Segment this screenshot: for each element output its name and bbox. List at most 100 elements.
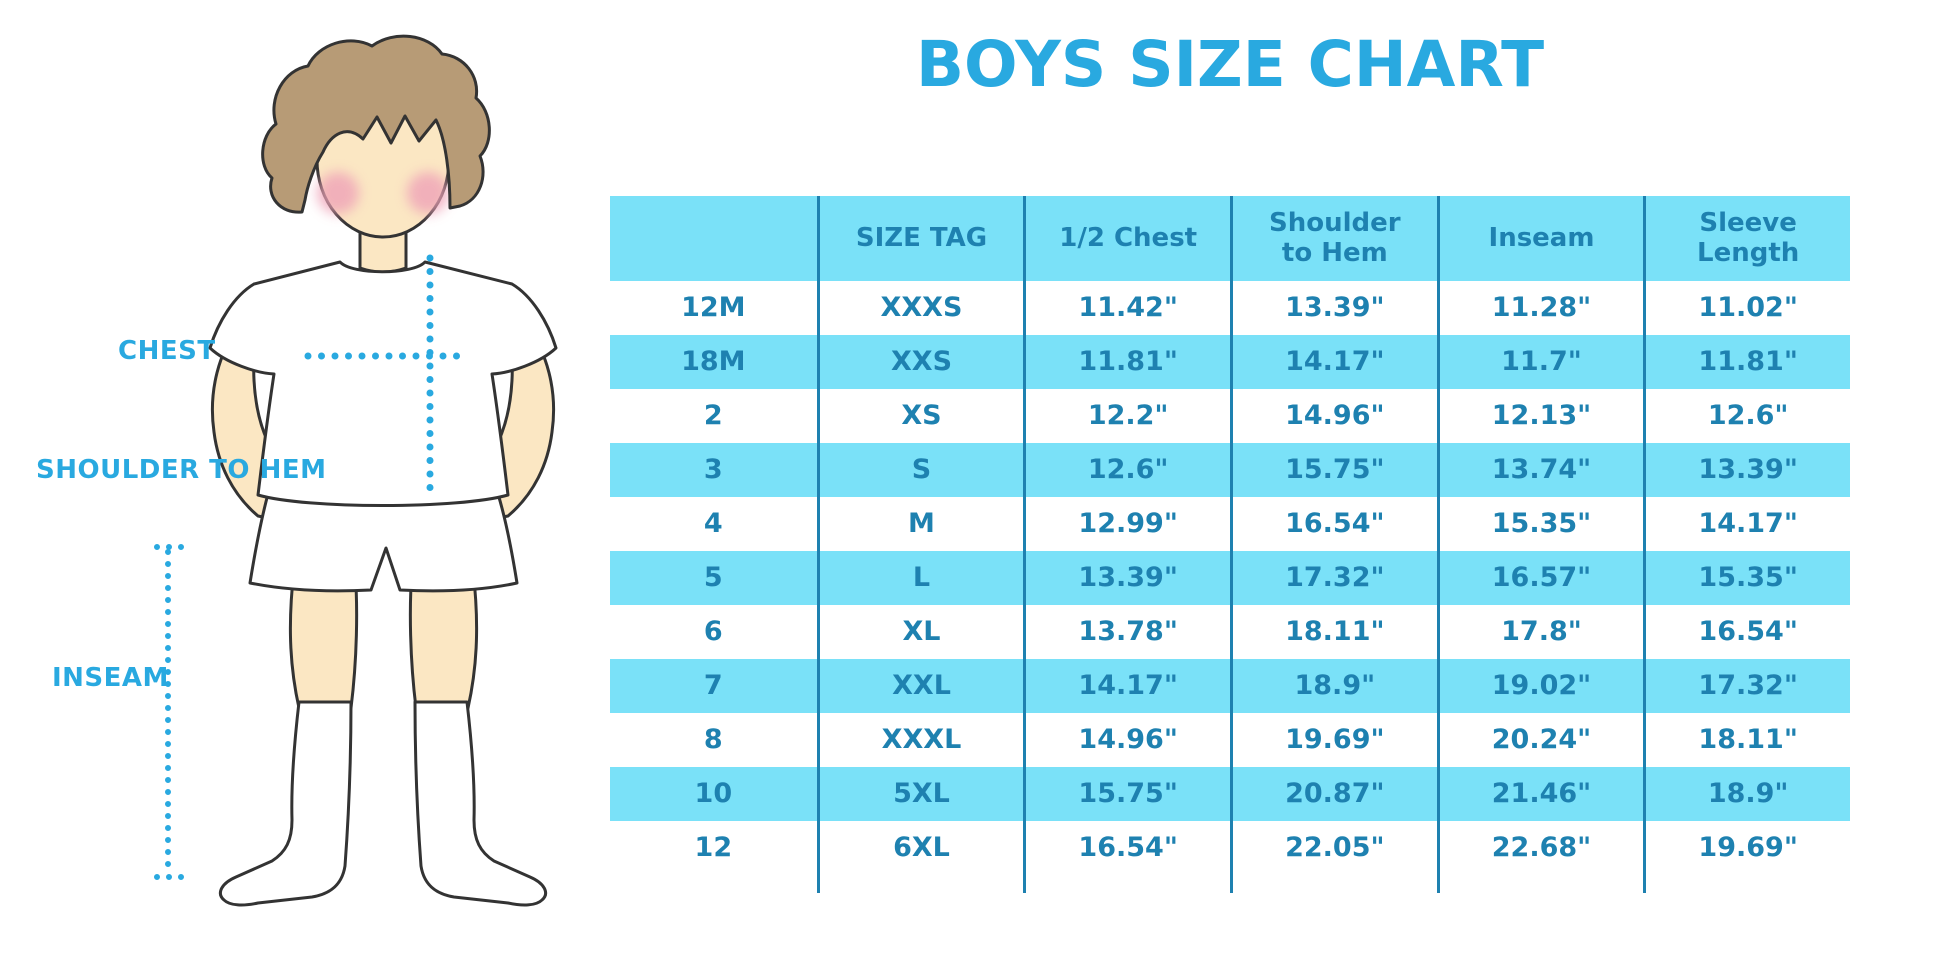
table-cell: 17.32" xyxy=(1230,551,1437,605)
table-cell: 11.81" xyxy=(1023,335,1230,389)
table-cell: S xyxy=(816,443,1024,497)
boy-illustration xyxy=(154,34,558,907)
table-cell: 16.54" xyxy=(1023,821,1230,875)
table-cell: 14.17" xyxy=(1230,335,1437,389)
column-header xyxy=(610,196,817,281)
table-row: 7 XXL 14.17" 18.9" 19.02" 17.32" xyxy=(610,659,1850,713)
hair xyxy=(261,34,491,214)
table-cell: 5 xyxy=(703,561,723,593)
table-cell: 19.02" xyxy=(1436,659,1644,713)
table-cell: 13.78" xyxy=(1023,605,1230,659)
table-cell: 18.11" xyxy=(1643,713,1850,767)
table-cell: 20.24" xyxy=(1436,713,1644,767)
table-cell: XS xyxy=(816,389,1024,443)
table-row: 4 M 12.99" 16.54" 15.35" 14.17" xyxy=(610,497,1850,551)
table-cell: 17.8" xyxy=(1436,605,1644,659)
page-title: BOYS SIZE CHART xyxy=(915,28,1545,101)
table-row: 5 L 13.39" 17.32" 16.57" 15.35" xyxy=(610,551,1850,605)
table-row: 3 S 12.6" 15.75" 13.74" 13.39" xyxy=(610,443,1850,497)
table-cell: 11.7" xyxy=(1436,335,1644,389)
table-cell: XXS xyxy=(816,335,1024,389)
inseam-label: INSEAM xyxy=(52,663,169,693)
table-row: 12 6XL 16.54" 22.05" 22.68" 19.69" xyxy=(610,821,1850,875)
table-row: 18M XXS 11.81" 14.17" 11.7" 11.81" xyxy=(610,335,1850,389)
table-cell: 6XL xyxy=(816,821,1024,875)
legs xyxy=(288,568,479,710)
table-cell: 11.28" xyxy=(1436,281,1644,335)
cheeks xyxy=(317,172,449,214)
table-cell: 13.39" xyxy=(1643,443,1850,497)
table-cell: 8 xyxy=(703,723,723,755)
table-row: 2 XS 12.2" 14.96" 12.13" 12.6" xyxy=(610,389,1850,443)
table-cell: 17.32" xyxy=(1643,659,1850,713)
table-cell: 18.9" xyxy=(1230,659,1437,713)
table-cell: 5XL xyxy=(816,767,1024,821)
table-cell: 2 xyxy=(703,399,723,431)
column-header: 1/2 Chest xyxy=(1023,196,1230,281)
table-cell: 16.57" xyxy=(1436,551,1644,605)
shoulder-to-hem-label: SHOULDER TO HEM xyxy=(36,455,327,485)
table-cell: 16.54" xyxy=(1643,605,1850,659)
table-cell: 11.02" xyxy=(1643,281,1850,335)
table-cell: XL xyxy=(816,605,1024,659)
table-cell: 13.39" xyxy=(1023,551,1230,605)
table-cell: 18M xyxy=(681,345,746,377)
table-cell: 15.75" xyxy=(1023,767,1230,821)
table-cell: M xyxy=(816,497,1024,551)
table-cell: 20.87" xyxy=(1230,767,1437,821)
table-cell: 12.6" xyxy=(1643,389,1850,443)
table-cell: 10 xyxy=(694,777,733,809)
table-cell: 13.74" xyxy=(1436,443,1644,497)
table-cell: 18.9" xyxy=(1643,767,1850,821)
table-cell: 6 xyxy=(703,615,723,647)
column-header: SIZE TAG xyxy=(816,196,1024,281)
column-header: Shoulder to Hem xyxy=(1230,196,1437,281)
table-cell: XXXS xyxy=(816,281,1024,335)
table-cell: 15.35" xyxy=(1643,551,1850,605)
t-shirt xyxy=(208,260,558,507)
table-cell: 11.81" xyxy=(1643,335,1850,389)
table-cell: 16.54" xyxy=(1230,497,1437,551)
table-cell: 19.69" xyxy=(1643,821,1850,875)
table-cell: 14.96" xyxy=(1230,389,1437,443)
table-cell: 15.75" xyxy=(1230,443,1437,497)
table-cell: 22.68" xyxy=(1436,821,1644,875)
table-cell: 15.35" xyxy=(1436,497,1644,551)
column-header: Inseam xyxy=(1436,196,1644,281)
table-cell: 18.11" xyxy=(1230,605,1437,659)
table-cell: 12.99" xyxy=(1023,497,1230,551)
table-row: 8 XXXL 14.96" 19.69" 20.24" 18.11" xyxy=(610,713,1850,767)
table-cell: 13.39" xyxy=(1230,281,1437,335)
table-cell: 4 xyxy=(703,507,723,539)
table-tail xyxy=(610,875,1850,893)
table-cell: 12.2" xyxy=(1023,389,1230,443)
table-cell: 12 xyxy=(694,831,733,863)
table-cell: 14.17" xyxy=(1023,659,1230,713)
socks xyxy=(219,700,547,907)
table-cell: L xyxy=(816,551,1024,605)
table-cell: 7 xyxy=(703,669,723,701)
table-cell: 12.13" xyxy=(1436,389,1644,443)
table-cell: 3 xyxy=(703,453,723,485)
shorts xyxy=(248,492,519,593)
table-cell: 14.96" xyxy=(1023,713,1230,767)
table-cell: XXL xyxy=(816,659,1024,713)
table-row: 6 XL 13.78" 18.11" 17.8" 16.54" xyxy=(610,605,1850,659)
table-cell: 14.17" xyxy=(1643,497,1850,551)
table-header-row: SIZE TAG 1/2 Chest Shoulder to Hem Inseam Sl… xyxy=(610,196,1850,281)
table-cell: 12M xyxy=(681,291,746,323)
table-cell: 22.05" xyxy=(1230,821,1437,875)
column-header: Sleeve Length xyxy=(1643,196,1850,281)
table-row: 10 5XL 15.75" 20.87" 21.46" 18.9" xyxy=(610,767,1850,821)
table-body: 12M XXXS 11.42" 13.39" 11.28" 11.02" 18M XXS 11.… xyxy=(610,281,1850,875)
measurement-lines xyxy=(154,254,466,880)
table-cell: XXXL xyxy=(816,713,1024,767)
chest-label: CHEST xyxy=(118,336,216,366)
table-cell: 11.42" xyxy=(1023,281,1230,335)
size-table: SIZE TAG 1/2 Chest Shoulder to Hem Inseam Sl… xyxy=(610,196,1850,893)
table-cell: 19.69" xyxy=(1230,713,1437,767)
table-cell: 21.46" xyxy=(1436,767,1644,821)
table-row: 12M XXXS 11.42" 13.39" 11.28" 11.02" xyxy=(610,281,1850,335)
table-cell: 12.6" xyxy=(1023,443,1230,497)
